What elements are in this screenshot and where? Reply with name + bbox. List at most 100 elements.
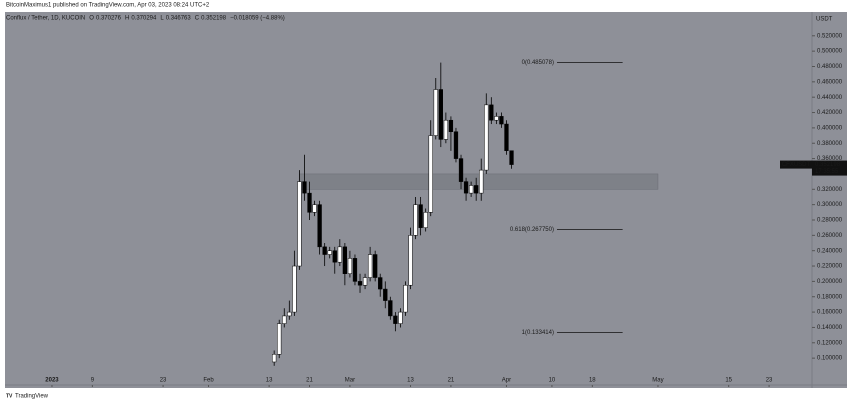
candle-body bbox=[494, 116, 499, 121]
price-tag-countdown: 17:35:55 bbox=[815, 169, 839, 175]
candle-body bbox=[282, 315, 287, 324]
x-tick-label: 9 bbox=[91, 378, 95, 384]
candle-body bbox=[468, 185, 474, 194]
x-tick-label: 15 bbox=[725, 378, 732, 384]
candle-body bbox=[423, 212, 428, 228]
candle-body bbox=[352, 258, 358, 282]
candle-body bbox=[383, 288, 388, 301]
ohlc-value: 0.370276 bbox=[96, 16, 122, 22]
candle-body bbox=[479, 169, 484, 194]
y-tick-label: 0.420000 bbox=[817, 110, 843, 116]
candle-body bbox=[307, 192, 312, 213]
y-tick-label: 0.200000 bbox=[817, 279, 843, 285]
y-tick-label: 0.300000 bbox=[817, 202, 843, 208]
y-tick-label: 0.140000 bbox=[817, 325, 843, 331]
ohlc-key: C bbox=[195, 16, 200, 22]
candle-body bbox=[463, 181, 469, 194]
candle-body bbox=[357, 281, 363, 286]
x-tick-label: 13 bbox=[407, 378, 414, 384]
candle-body bbox=[398, 311, 403, 324]
price-tag-bg bbox=[812, 160, 847, 176]
candle-body bbox=[458, 158, 464, 182]
x-tick-label: 10 bbox=[549, 378, 556, 384]
candle-body bbox=[337, 246, 342, 263]
x-tick-label: 13 bbox=[266, 378, 273, 384]
candle-body bbox=[418, 204, 423, 228]
candle-body bbox=[312, 204, 317, 213]
candle-body bbox=[474, 185, 479, 194]
candle-body bbox=[327, 250, 332, 255]
candle-body bbox=[413, 204, 418, 236]
candle-body bbox=[347, 258, 353, 274]
fib-label: 1(0.133414) bbox=[522, 330, 554, 336]
x-tick-label: May bbox=[652, 378, 663, 384]
candle-body bbox=[453, 131, 459, 159]
x-tick-label: Feb bbox=[203, 378, 214, 384]
candle-body bbox=[277, 323, 282, 355]
y-tick-label: 0.240000 bbox=[817, 248, 843, 254]
x-tick-label: 23 bbox=[766, 378, 773, 384]
candle-body bbox=[367, 254, 373, 278]
y-tick-label: 0.500000 bbox=[817, 49, 843, 55]
x-tick-label: Apr bbox=[502, 378, 511, 384]
candle-body bbox=[428, 135, 433, 213]
footer-brand: TradingView bbox=[15, 394, 49, 400]
change: −0.018059 (−4.88%) bbox=[230, 16, 285, 22]
candle-body bbox=[373, 254, 378, 278]
x-tick-label: 23 bbox=[160, 378, 167, 384]
y-tick-label: 0.160000 bbox=[817, 310, 843, 316]
y-tick-label: 0.320000 bbox=[817, 187, 843, 193]
candle-body bbox=[448, 119, 454, 132]
y-tick-label: 0.180000 bbox=[817, 294, 843, 300]
x-tick-label: 21 bbox=[448, 378, 455, 384]
candle-body bbox=[297, 181, 302, 267]
ohlc-value: 0.370294 bbox=[131, 16, 157, 22]
candle-body bbox=[443, 119, 449, 140]
symbol: Conflux / Tether, 1D, KUCOIN bbox=[6, 16, 85, 22]
candle-body bbox=[489, 104, 494, 121]
y-tick-label: 0.360000 bbox=[817, 156, 843, 162]
candle-body bbox=[378, 277, 383, 290]
candle-body bbox=[332, 250, 337, 263]
y-tick-label: 0.220000 bbox=[817, 264, 843, 270]
y-tick-label: 0.480000 bbox=[817, 64, 843, 70]
candle-body bbox=[388, 300, 393, 317]
y-tick-label: 0.120000 bbox=[817, 340, 843, 346]
fib-label: 0.618(0.267750) bbox=[510, 227, 554, 233]
candle-body bbox=[322, 246, 327, 255]
y-tick-label: 0.280000 bbox=[817, 218, 843, 224]
ohlc-value: 0.352198 bbox=[201, 16, 227, 22]
y-tick-label: 0.100000 bbox=[817, 356, 843, 362]
candle-body bbox=[317, 204, 322, 248]
x-tick-label: Mar bbox=[345, 378, 355, 384]
tv-logo: TV bbox=[6, 393, 13, 399]
ohlc-value: 0.346763 bbox=[166, 16, 192, 22]
candle-body bbox=[484, 104, 489, 171]
x-tick-label: 2023 bbox=[45, 378, 59, 384]
candle-body bbox=[292, 265, 297, 313]
candle-body bbox=[408, 235, 413, 286]
legend: Conflux / Tether, 1D, KUCOIN O 0.370276 H 0.… bbox=[6, 16, 285, 22]
y-tick-label: 0.440000 bbox=[817, 95, 843, 101]
candle-body bbox=[287, 311, 292, 317]
candle-body bbox=[302, 181, 307, 194]
plot-area: 0(0.485078) 0.618(0.267750) 1(0.133414) bbox=[272, 60, 659, 366]
price-tag-value: 0.352198 bbox=[815, 162, 841, 168]
y-tick-label: 0.400000 bbox=[817, 125, 843, 131]
y-tick-label: 0.260000 bbox=[817, 233, 843, 239]
publisher: BitcoinMaximus1 published on TradingView… bbox=[6, 3, 210, 9]
candle-body bbox=[393, 315, 398, 324]
candle-body bbox=[362, 277, 368, 286]
ohlc-key: L bbox=[160, 16, 164, 22]
candle-body bbox=[438, 89, 443, 140]
chart-panel bbox=[5, 12, 847, 388]
y-tick-label: 0.380000 bbox=[817, 141, 843, 147]
candle-body bbox=[403, 284, 408, 313]
candle-body bbox=[504, 123, 509, 151]
axes: 0.100000 0.120000 0.140000 0.160000 0.180000… bbox=[45, 33, 847, 387]
y-tick-label: 0.520000 bbox=[817, 33, 843, 39]
price-tag-symbol-bg bbox=[780, 160, 812, 169]
support-zone bbox=[299, 173, 659, 190]
fib-label: 0(0.485078) bbox=[522, 60, 554, 66]
